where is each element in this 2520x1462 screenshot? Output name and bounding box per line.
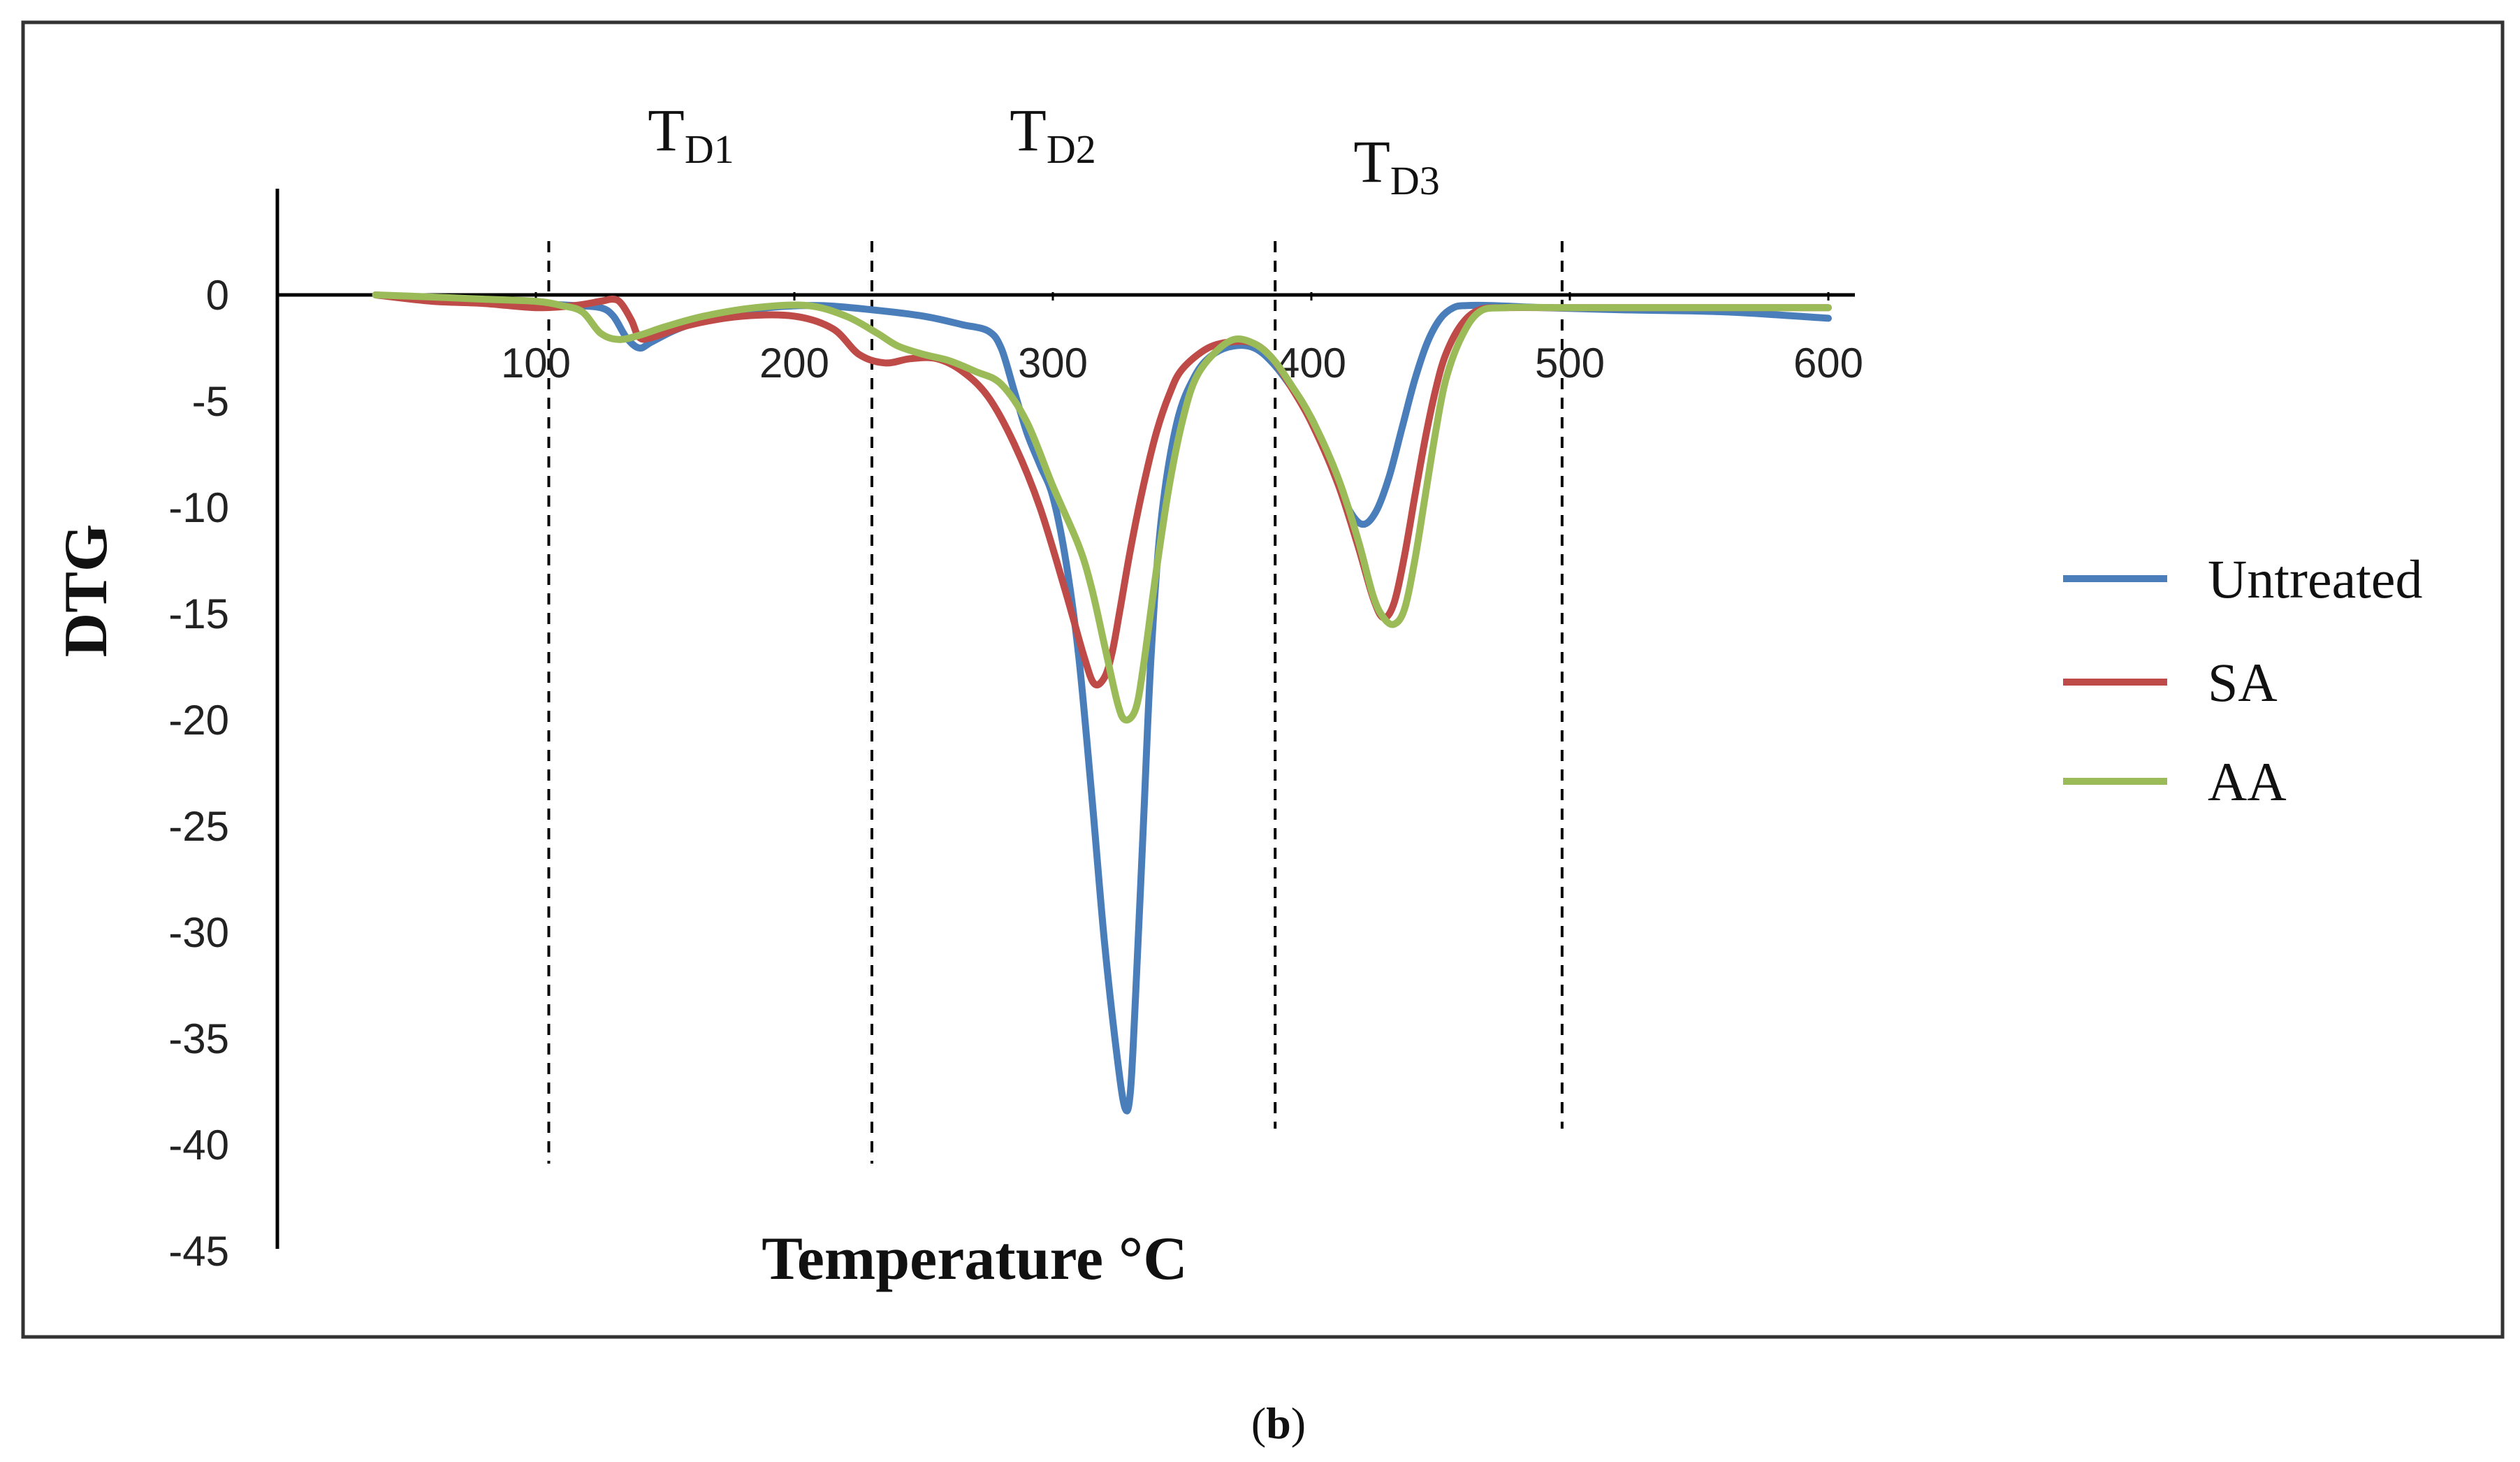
series-lines <box>372 291 1832 1115</box>
series-line-aa <box>372 291 1832 724</box>
annotation-d2: TD2 <box>1010 96 1095 172</box>
y-tick-label: -25 <box>168 803 229 850</box>
y-tick-label: -35 <box>168 1015 229 1062</box>
y-tick-label: -20 <box>168 697 229 744</box>
y-tick-label: -30 <box>168 909 229 956</box>
x-tick-label: 500 <box>1535 340 1605 386</box>
y-tick-label: -15 <box>168 591 229 637</box>
legend-label-untreated: Untreated <box>2208 549 2423 609</box>
reference-lines <box>547 241 1564 1164</box>
x-tick-label: 600 <box>1793 340 1863 386</box>
x-tick-label: 300 <box>1018 340 1088 386</box>
series-line-sa <box>372 291 1832 688</box>
phase-annotations: TD1 TD2 TD3 <box>648 96 1440 203</box>
chart-frame <box>21 20 2505 1339</box>
y-tick-labels: 0 -5 -10 -15 -20 -25 -30 -35 -40 -45 <box>168 272 229 1275</box>
annotation-d3: TD3 <box>1353 128 1439 203</box>
y-tick-label: -45 <box>168 1228 229 1275</box>
x-tick-label: 100 <box>501 340 571 386</box>
annotation-d1: TD1 <box>648 96 734 172</box>
y-axis-title: DTG <box>52 524 120 658</box>
panel-label: (b) <box>1251 1398 1306 1448</box>
x-tick-label: 200 <box>759 340 829 386</box>
legend-label-aa: AA <box>2208 751 2287 812</box>
x-axis-title: Temperature °C <box>762 1225 1188 1293</box>
x-tick-labels: 100 200 300 400 500 600 <box>276 292 1863 386</box>
y-tick-label: 0 <box>206 272 229 319</box>
y-tick-label: -10 <box>168 484 229 531</box>
legend-label-sa: SA <box>2208 652 2278 713</box>
series-line-untreated <box>372 291 1832 1115</box>
y-tick-label: -5 <box>192 378 229 425</box>
legend: Untreated SA AA <box>2063 549 2423 812</box>
y-tick-label: -40 <box>168 1122 229 1168</box>
